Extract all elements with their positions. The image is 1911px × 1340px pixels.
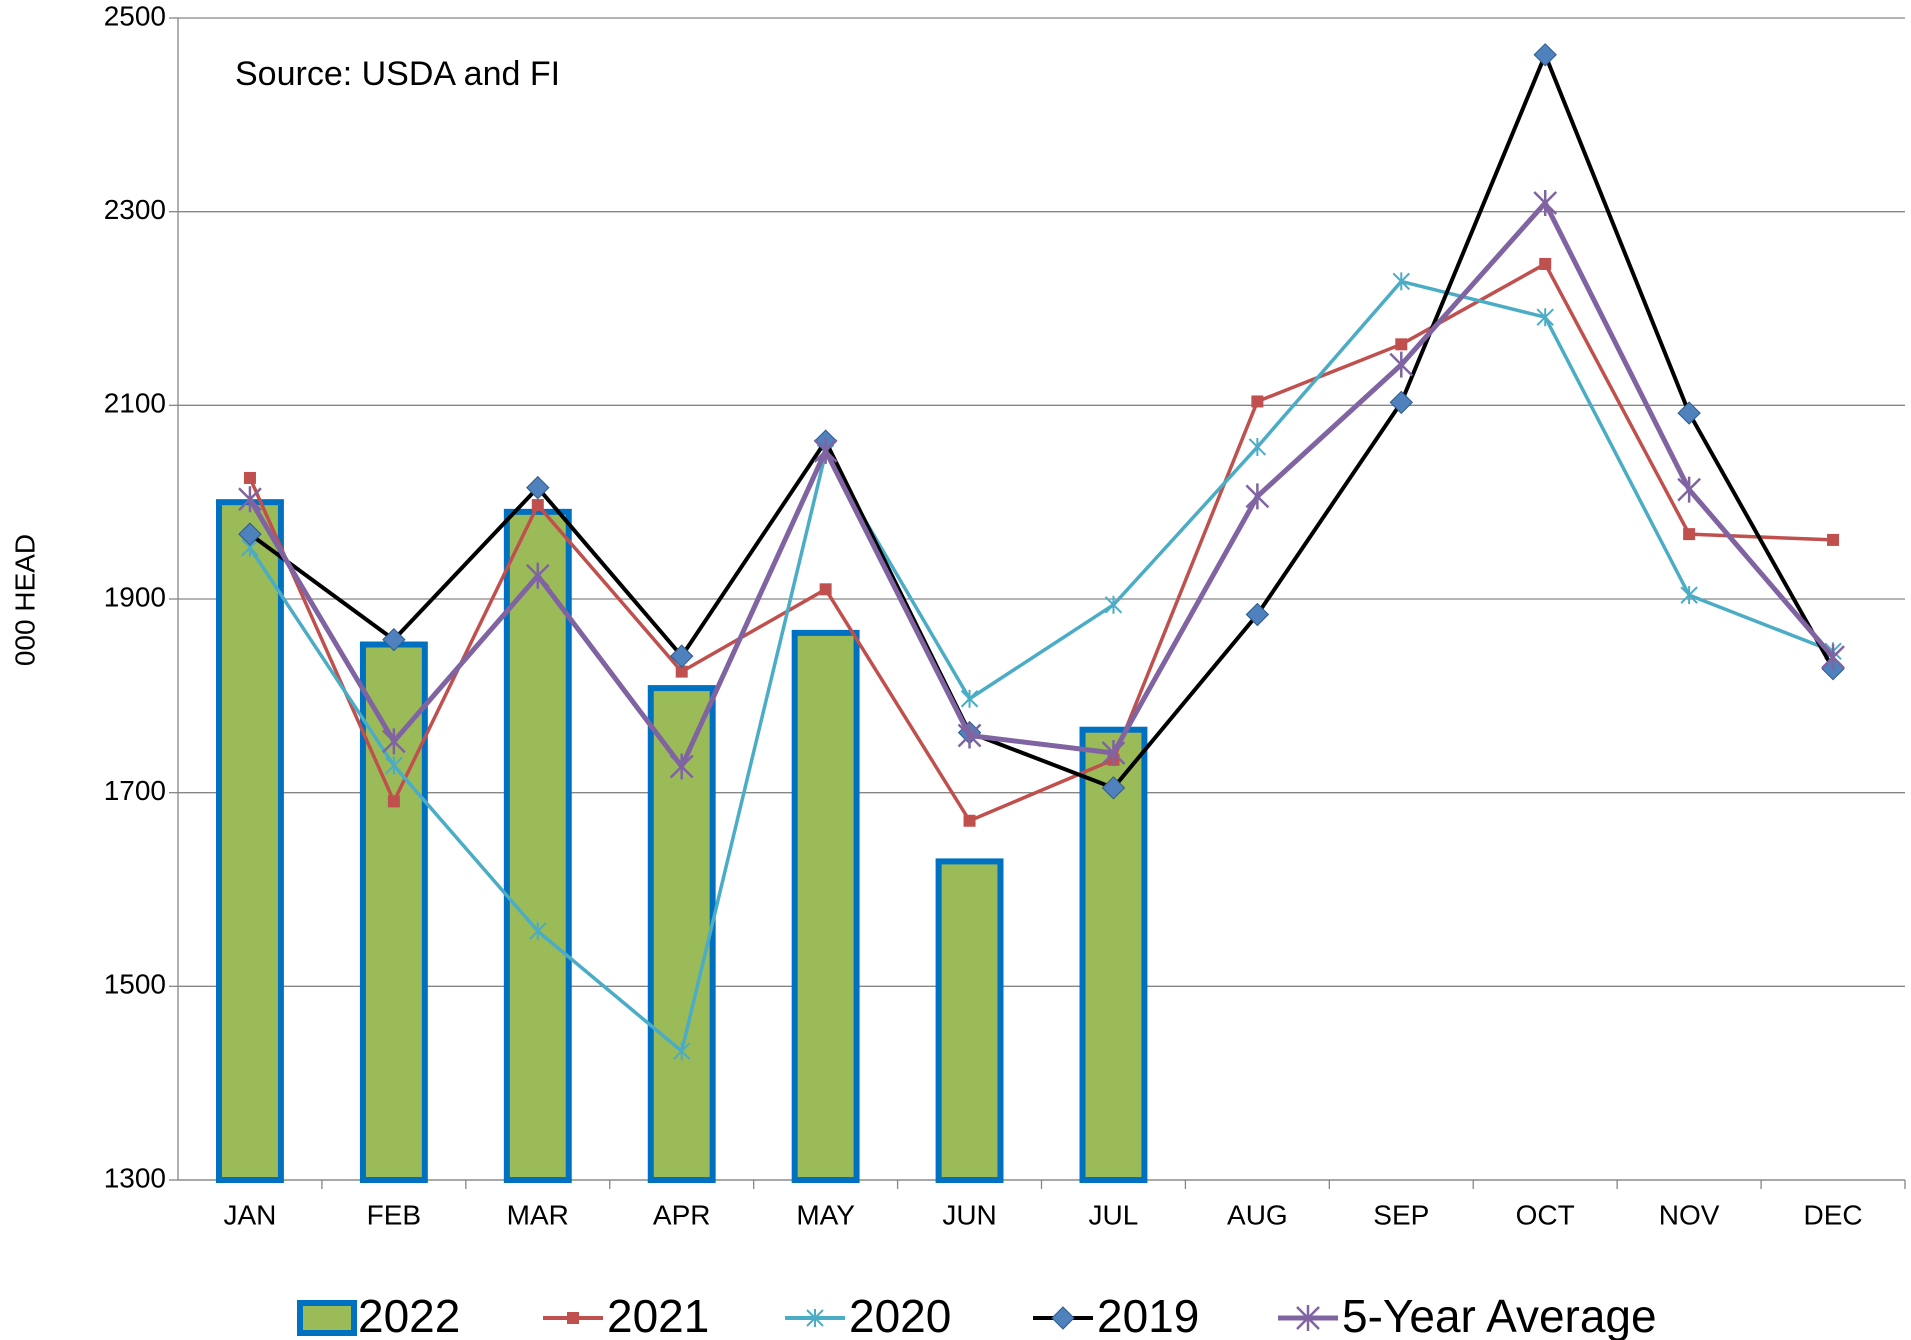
marker: [526, 475, 550, 500]
marker: [525, 562, 550, 589]
marker: [1392, 272, 1410, 291]
marker: [1389, 390, 1413, 415]
marker: [675, 665, 688, 678]
x-tick-label: SEP: [1373, 1199, 1429, 1230]
legend-marker: [567, 1312, 579, 1324]
y-tick-label: 1900: [104, 581, 166, 612]
x-tick-label: OCT: [1516, 1199, 1575, 1230]
y-tick-label: 2100: [104, 388, 166, 419]
legend-label: 2021: [607, 1290, 709, 1340]
marker: [1533, 189, 1558, 216]
x-tick-label: FEB: [367, 1199, 421, 1230]
marker: [382, 627, 406, 652]
y-tick-label: 1700: [104, 775, 166, 806]
bar: [791, 629, 860, 1183]
marker: [1677, 401, 1701, 425]
marker: [960, 689, 979, 708]
y-axis-label: 000 HEAD: [9, 534, 40, 666]
marker: [381, 728, 406, 755]
line: [247, 200, 1835, 770]
y-tick-label: 1500: [104, 969, 166, 1000]
bar: [1079, 726, 1148, 1183]
x-tick-label: JUL: [1089, 1199, 1139, 1230]
x-tick-label: NOV: [1659, 1199, 1720, 1230]
marker: [529, 922, 547, 941]
marker: [385, 756, 403, 775]
marker: [238, 522, 262, 546]
bar: [503, 508, 572, 1184]
legend-label: 5-Year Average: [1342, 1290, 1657, 1340]
marker: [1539, 257, 1552, 270]
legend-marker: [1296, 1305, 1320, 1331]
marker: [957, 722, 982, 749]
marker: [243, 471, 256, 484]
y-tick-label: 2500: [104, 0, 166, 31]
marker: [1677, 476, 1702, 503]
legend-label: 2020: [849, 1290, 951, 1340]
marker: [963, 814, 976, 827]
marker: [1245, 602, 1270, 627]
x-tick-label: AUG: [1227, 1199, 1288, 1230]
x-tick-label: MAR: [507, 1199, 569, 1230]
legend-label: 2019: [1097, 1290, 1199, 1340]
marker: [1827, 533, 1840, 546]
marker: [1248, 437, 1267, 456]
marker: [1101, 739, 1126, 766]
marker: [1680, 586, 1698, 605]
marker: [1395, 338, 1408, 351]
marker: [1536, 308, 1554, 327]
x-tick-label: MAY: [796, 1199, 855, 1230]
marker: [1104, 595, 1123, 614]
marker: [813, 437, 838, 464]
annotation: Source: USDA and FI: [235, 55, 560, 93]
marker: [1245, 483, 1270, 510]
marker: [1683, 528, 1696, 541]
x-tick-label: DEC: [1803, 1199, 1862, 1230]
line: [248, 262, 1834, 823]
marker: [1389, 351, 1414, 378]
marker: [1251, 395, 1264, 408]
marker: [670, 644, 694, 668]
marker: [673, 1042, 691, 1061]
y-tick-label: 1300: [104, 1162, 166, 1193]
legend-label: 2022: [358, 1290, 460, 1340]
y-tick-label: 2300: [104, 194, 166, 225]
legend-marker: [1051, 1306, 1075, 1330]
x-tick-label: APR: [653, 1199, 711, 1230]
bar: [935, 858, 1004, 1183]
marker: [819, 583, 832, 596]
bar: [359, 641, 428, 1183]
marker: [387, 795, 400, 808]
line: [248, 279, 1834, 1053]
marker: [1821, 644, 1845, 671]
marker: [669, 753, 694, 780]
bar: [216, 499, 284, 1183]
line: [248, 52, 1835, 790]
x-tick-label: JUN: [942, 1199, 996, 1230]
x-tick-label: JAN: [224, 1199, 277, 1230]
marker: [1533, 43, 1557, 67]
marker: [1101, 776, 1126, 800]
marker: [531, 499, 544, 512]
legend-marker: [806, 1309, 824, 1327]
marker: [238, 486, 262, 513]
legend-swatch: [297, 1300, 357, 1336]
